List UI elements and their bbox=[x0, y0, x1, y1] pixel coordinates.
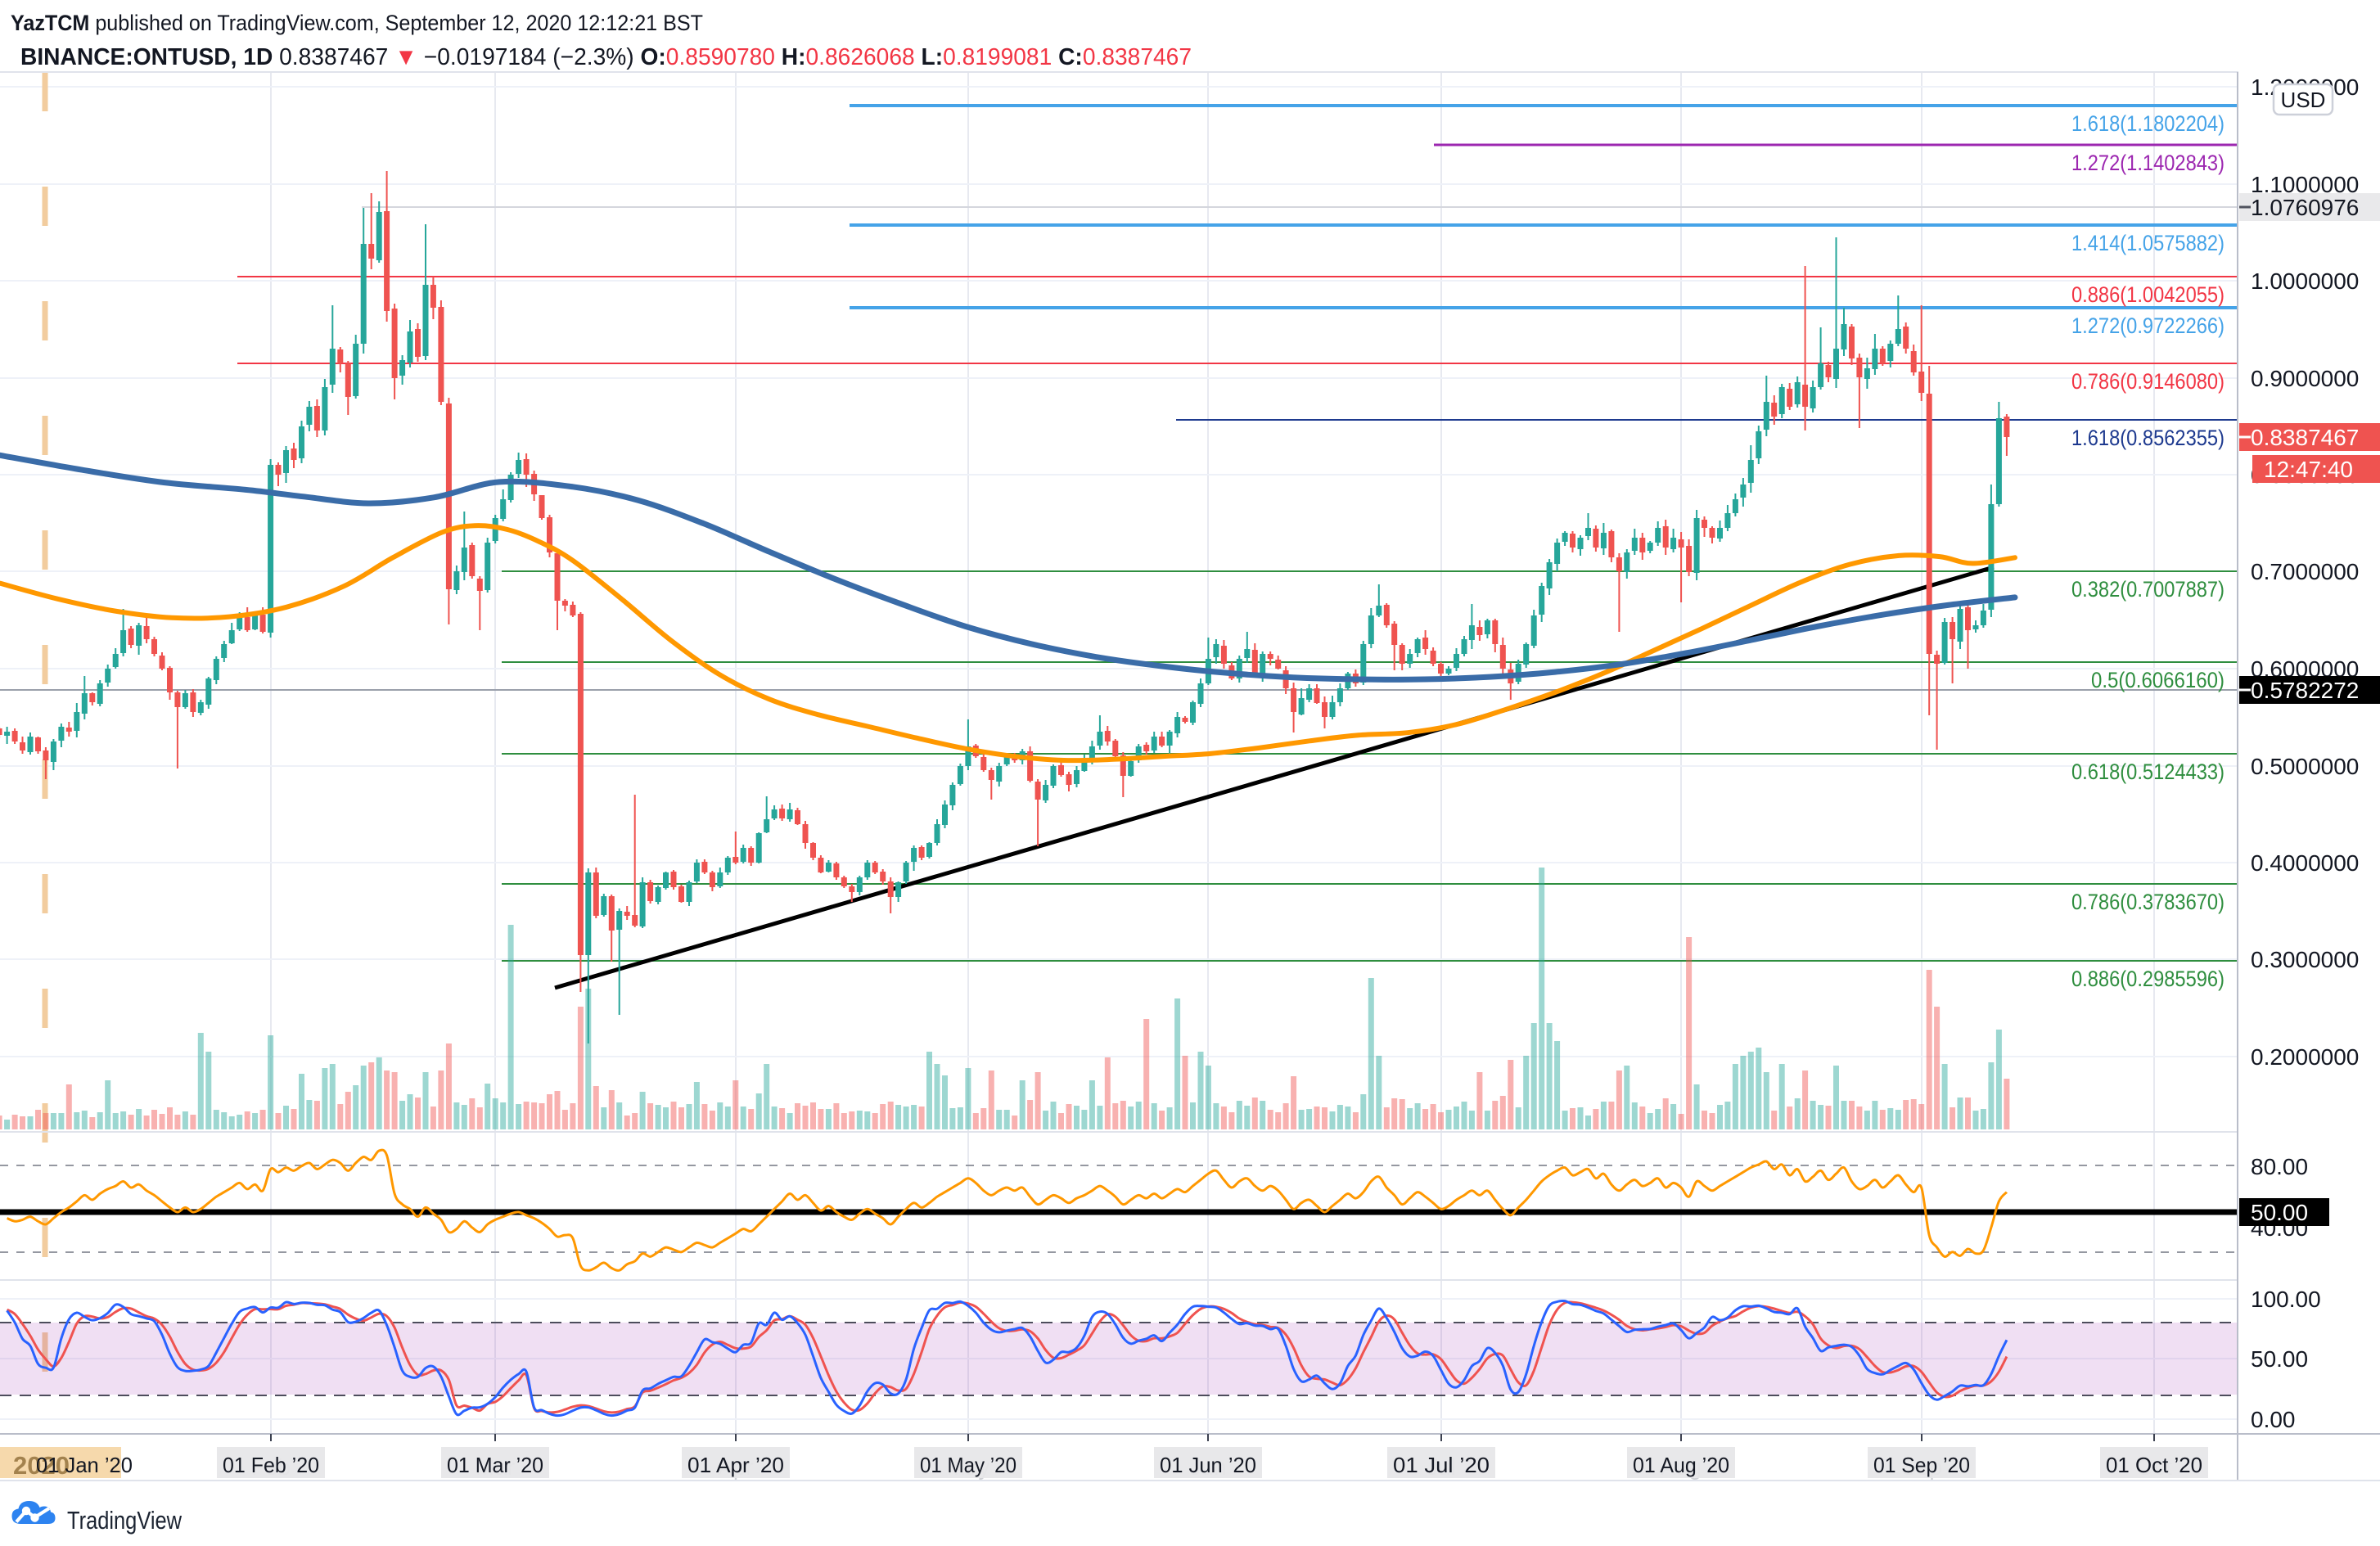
svg-text:0.9000000: 0.9000000 bbox=[2251, 366, 2359, 391]
svg-text:01 Aug ’20: 01 Aug ’20 bbox=[1633, 1453, 1729, 1477]
svg-text:0.5(0.6066160): 0.5(0.6066160) bbox=[2091, 668, 2224, 692]
svg-text:1.0000000: 1.0000000 bbox=[2251, 268, 2359, 294]
svg-text:01 May ’20: 01 May ’20 bbox=[920, 1453, 1016, 1477]
svg-text:1.272(1.1402843): 1.272(1.1402843) bbox=[2071, 151, 2224, 175]
svg-text:01 Jan ’20: 01 Jan ’20 bbox=[36, 1453, 133, 1477]
svg-text:1.0760976: 1.0760976 bbox=[2251, 195, 2359, 220]
svg-text:0.786(0.9146080): 0.786(0.9146080) bbox=[2071, 369, 2224, 394]
svg-text:1.414(1.0575882): 1.414(1.0575882) bbox=[2071, 231, 2224, 255]
svg-text:USD: USD bbox=[2281, 88, 2326, 112]
svg-text:1.618(0.8562355): 1.618(0.8562355) bbox=[2071, 426, 2224, 450]
svg-text:0.3000000: 0.3000000 bbox=[2251, 947, 2359, 972]
svg-text:1.618(1.1802204): 1.618(1.1802204) bbox=[2071, 111, 2224, 136]
svg-text:0.382(0.7007887): 0.382(0.7007887) bbox=[2071, 577, 2224, 602]
svg-text:TradingView: TradingView bbox=[67, 1506, 183, 1535]
svg-text:01 Mar ’20: 01 Mar ’20 bbox=[447, 1453, 543, 1477]
svg-text:01 Oct ’20: 01 Oct ’20 bbox=[2106, 1453, 2202, 1477]
svg-text:0.886(0.2985596): 0.886(0.2985596) bbox=[2071, 967, 2224, 991]
svg-text:BINANCE:ONTUSD, 1D 0.8387467: BINANCE:ONTUSD, 1D 0.8387467 ▼ −0.019718… bbox=[20, 44, 1192, 70]
svg-text:01 Apr ’20: 01 Apr ’20 bbox=[687, 1453, 784, 1477]
svg-text:100.00: 100.00 bbox=[2251, 1287, 2321, 1312]
svg-text:0.00: 0.00 bbox=[2251, 1407, 2296, 1432]
svg-text:80.00: 80.00 bbox=[2251, 1154, 2308, 1179]
svg-text:0.2000000: 0.2000000 bbox=[2251, 1044, 2359, 1070]
svg-text:0.8387467: 0.8387467 bbox=[2251, 425, 2359, 450]
svg-text:01 Sep ’20: 01 Sep ’20 bbox=[1873, 1453, 1970, 1477]
svg-text:YazTCM published on TradingVie: YazTCM published on TradingView.com, Sep… bbox=[11, 11, 703, 35]
svg-text:0.786(0.3783670): 0.786(0.3783670) bbox=[2071, 890, 2224, 914]
svg-text:0.886(1.0042055): 0.886(1.0042055) bbox=[2071, 282, 2224, 307]
svg-text:50.00: 50.00 bbox=[2251, 1200, 2308, 1225]
svg-text:0.4000000: 0.4000000 bbox=[2251, 850, 2359, 876]
svg-text:01 Jun ’20: 01 Jun ’20 bbox=[1160, 1453, 1256, 1477]
svg-text:0.7000000: 0.7000000 bbox=[2251, 559, 2359, 584]
svg-text:0.618(0.5124433): 0.618(0.5124433) bbox=[2071, 759, 2224, 784]
svg-text:01 Feb ’20: 01 Feb ’20 bbox=[223, 1453, 319, 1477]
svg-text:12:47:40: 12:47:40 bbox=[2264, 457, 2353, 482]
svg-text:0.5000000: 0.5000000 bbox=[2251, 754, 2359, 779]
svg-text:0.5782272: 0.5782272 bbox=[2251, 678, 2359, 703]
svg-text:01 Jul ’20: 01 Jul ’20 bbox=[1393, 1453, 1490, 1477]
svg-text:1.272(0.9722266): 1.272(0.9722266) bbox=[2071, 313, 2224, 338]
svg-text:50.00: 50.00 bbox=[2251, 1346, 2308, 1372]
